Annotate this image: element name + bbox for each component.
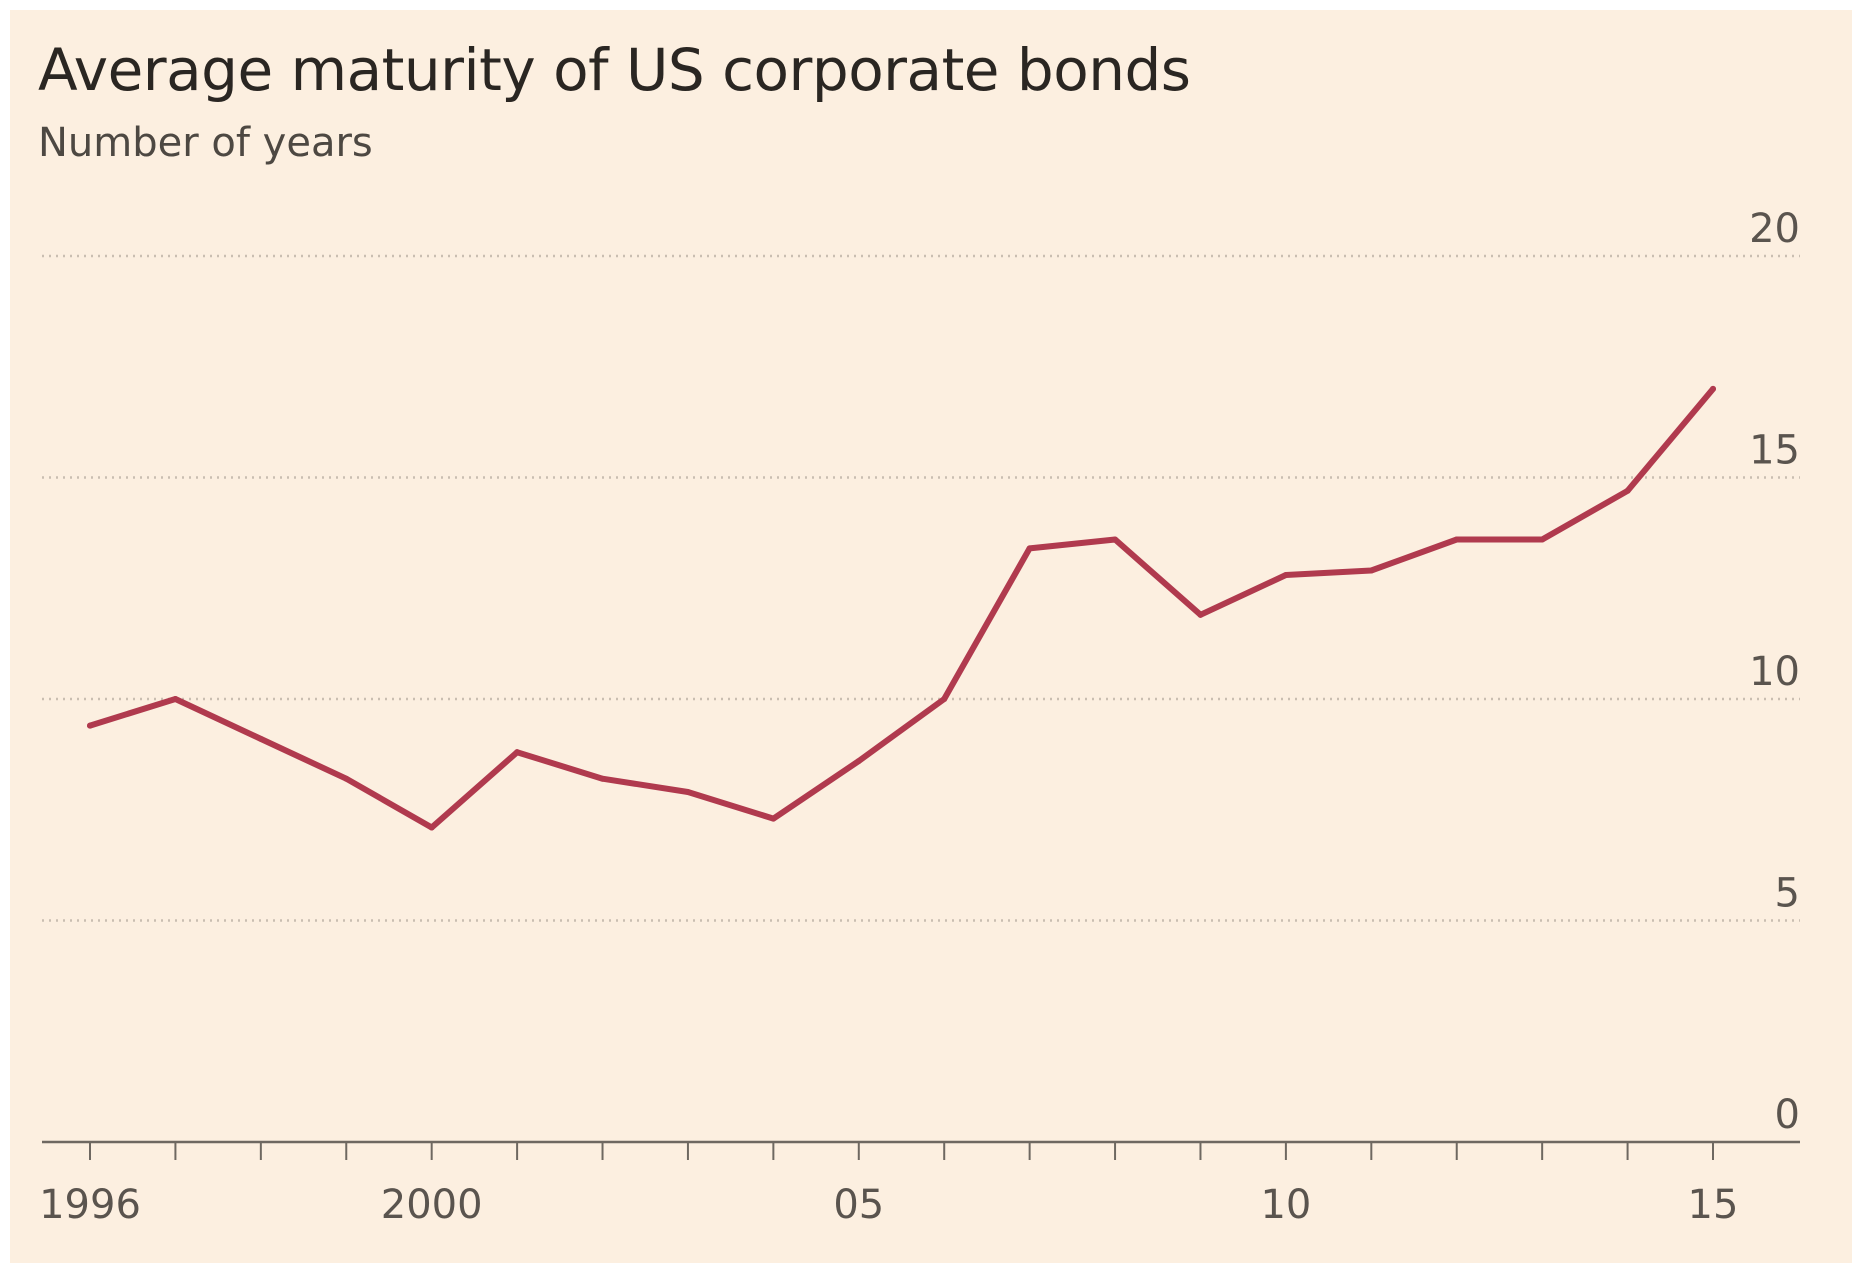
data-point-2012 — [1453, 536, 1460, 543]
data-point-2010 — [1282, 571, 1289, 578]
y-tick-label-5: 5 — [1775, 871, 1800, 917]
y-tick-label-0: 0 — [1775, 1092, 1800, 1138]
data-point-2015 — [1710, 385, 1716, 392]
data-point-2002 — [599, 775, 606, 782]
x-tick-label-2000: 2000 — [381, 1182, 483, 1228]
data-point-2000 — [428, 824, 435, 831]
data-point-2009 — [1197, 611, 1204, 618]
series-layer — [87, 385, 1716, 831]
data-point-2001 — [514, 749, 521, 756]
data-point-2007 — [1026, 545, 1033, 552]
chart-panel — [10, 10, 1852, 1263]
data-point-1998 — [257, 735, 264, 742]
y-tick-label-20: 20 — [1749, 206, 1800, 252]
data-point-1997 — [172, 696, 179, 702]
data-point-2003 — [684, 789, 691, 796]
data-point-2006 — [941, 696, 948, 702]
data-point-2011 — [1368, 567, 1375, 574]
y-tick-label-10: 10 — [1749, 649, 1800, 695]
y-tick-label-15: 15 — [1749, 428, 1800, 474]
data-point-2004 — [770, 815, 777, 822]
data-point-2013 — [1539, 536, 1546, 543]
x-tick-label-10: 10 — [1260, 1182, 1311, 1228]
data-point-2005 — [855, 758, 862, 765]
data-point-1996 — [87, 722, 93, 729]
chart-subtitle: Number of years — [38, 120, 373, 166]
gridlines — [42, 254, 1800, 922]
series-line-0 — [87, 385, 1716, 831]
x-axis: 1996 2000 05 10 15 — [39, 1140, 1800, 1228]
x-tick-label-1996: 1996 — [39, 1182, 141, 1228]
y-axis-ticks: 0 5 10 15 20 — [1749, 206, 1800, 1138]
chart-title: Average maturity of US corporate bonds — [38, 36, 1191, 104]
data-point-2008 — [1112, 536, 1119, 543]
x-tick-label-05: 05 — [833, 1182, 884, 1228]
data-point-1999 — [343, 775, 350, 782]
x-tick-label-15: 15 — [1688, 1182, 1739, 1228]
data-point-2014 — [1624, 487, 1631, 494]
